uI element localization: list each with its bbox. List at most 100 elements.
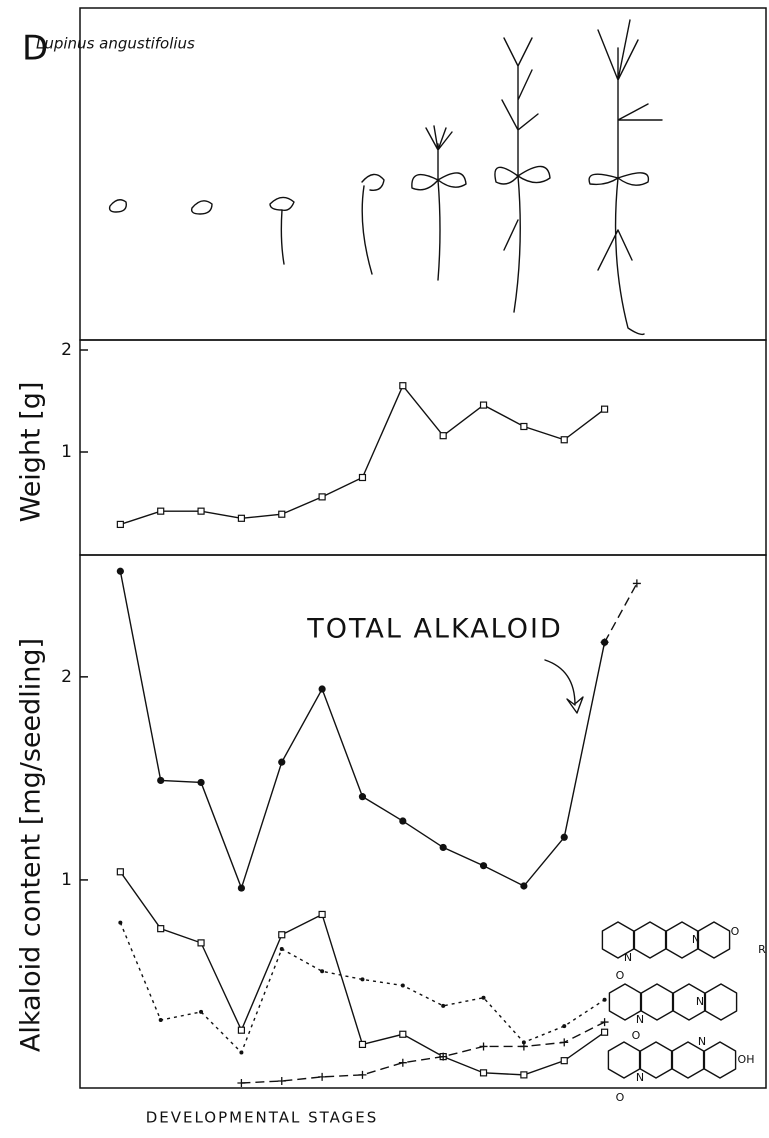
ring — [704, 983, 738, 1021]
point — [237, 1026, 246, 1034]
point — [439, 432, 447, 440]
point — [278, 758, 286, 766]
y-tick-label: 2 — [61, 340, 72, 360]
point — [400, 983, 405, 988]
panel-label: D — [22, 29, 48, 69]
atom-label: N — [692, 933, 700, 946]
point — [562, 1024, 567, 1029]
point — [277, 1076, 286, 1085]
weight-frame — [79, 339, 767, 556]
atom-label: N — [624, 951, 632, 964]
point — [116, 868, 124, 876]
atom-label: N — [698, 1035, 706, 1048]
point — [157, 925, 165, 933]
point — [116, 520, 124, 529]
series-line — [120, 384, 606, 526]
point — [358, 473, 367, 482]
point — [600, 638, 609, 647]
ring — [639, 1041, 673, 1079]
point — [560, 436, 568, 444]
point — [520, 882, 528, 890]
point — [318, 1072, 327, 1081]
point — [358, 1070, 367, 1079]
point — [399, 817, 407, 825]
annotation: TOTAL ALKALOID — [306, 614, 563, 645]
point — [560, 1057, 568, 1065]
point — [197, 939, 205, 947]
point — [520, 422, 528, 431]
point — [479, 1042, 488, 1051]
point — [399, 382, 407, 390]
point — [358, 793, 367, 801]
atom-label: O — [616, 1091, 625, 1104]
point — [197, 778, 205, 787]
ring — [665, 921, 699, 959]
y-tick-label: 1 — [61, 870, 72, 890]
atom-label: N — [636, 1071, 644, 1084]
series-line — [603, 583, 638, 643]
point — [320, 969, 325, 974]
point — [360, 977, 365, 982]
atom-label: OH — [738, 1053, 755, 1066]
point — [519, 1042, 528, 1051]
series-line — [119, 922, 605, 1054]
point — [479, 401, 488, 409]
ring — [697, 921, 731, 959]
point — [399, 1030, 407, 1038]
point — [481, 995, 486, 1000]
point — [318, 493, 326, 501]
point — [237, 884, 246, 892]
atom-label: O — [616, 969, 625, 982]
point — [439, 843, 447, 852]
ring — [601, 921, 635, 959]
x-axis-label: DEVELOPMENTAL STAGES — [146, 1109, 379, 1127]
ring — [671, 1041, 705, 1079]
atom-label: O — [731, 925, 740, 938]
ring — [640, 983, 674, 1021]
y-axis-label: Alkaloid content [mg/seedling] — [16, 638, 47, 1052]
atom-label: R — [758, 943, 766, 956]
point — [157, 776, 165, 785]
atom-label: N — [636, 1013, 644, 1026]
point — [520, 1071, 528, 1079]
point — [239, 1050, 244, 1055]
point — [521, 1040, 526, 1045]
ring — [672, 983, 706, 1021]
point — [441, 1003, 446, 1008]
point — [116, 567, 124, 575]
species-name: Lupinus angustifolius — [36, 35, 195, 53]
point — [199, 1009, 204, 1014]
seedling-illustration — [108, 19, 663, 336]
point — [278, 931, 286, 939]
point — [479, 862, 488, 870]
illustration-frame — [79, 7, 767, 341]
point — [479, 1069, 488, 1077]
chemical-structures — [601, 921, 738, 1079]
point — [398, 1058, 407, 1067]
point — [600, 1018, 609, 1027]
point — [279, 946, 284, 951]
point — [157, 507, 165, 515]
point — [560, 833, 568, 841]
point — [439, 1052, 448, 1061]
atom-label: O — [632, 1029, 641, 1042]
y-tick-label: 1 — [61, 442, 72, 462]
ring — [607, 1041, 641, 1079]
point — [600, 405, 609, 413]
point — [278, 510, 286, 518]
ring — [633, 921, 667, 959]
point — [600, 1028, 609, 1036]
point — [158, 1018, 163, 1023]
ring — [703, 1041, 737, 1079]
annotation-arrow — [544, 659, 584, 714]
point — [632, 579, 641, 588]
y-tick-label: 2 — [61, 667, 72, 687]
point — [237, 514, 246, 522]
point — [318, 910, 326, 919]
series-line — [241, 1021, 605, 1084]
point — [358, 1040, 367, 1049]
ring — [608, 983, 642, 1021]
y-axis-label: Weight [g] — [16, 382, 47, 523]
atom-label: N — [696, 995, 704, 1008]
